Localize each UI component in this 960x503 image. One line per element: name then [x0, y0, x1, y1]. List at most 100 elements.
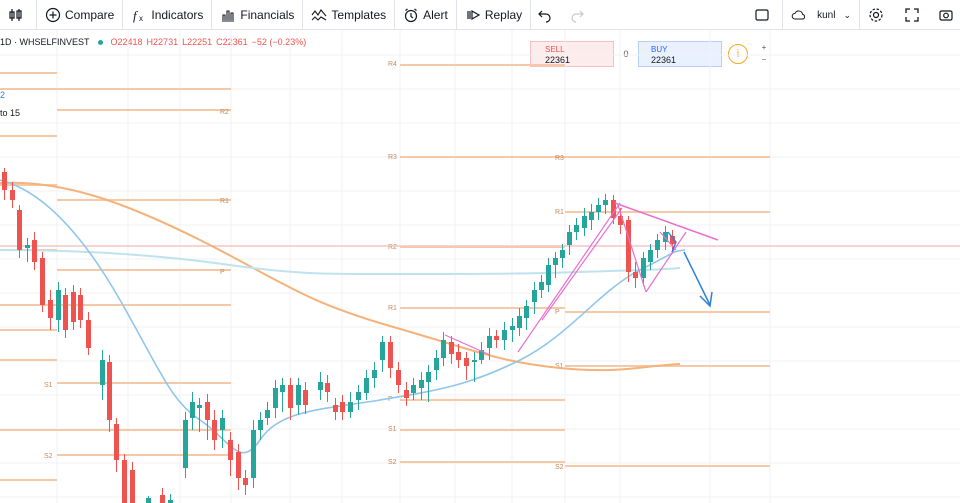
arrow-head-icon	[699, 291, 713, 308]
pivot-label: R4	[388, 61, 397, 68]
spread-value: 0	[623, 49, 629, 59]
pivot-label: S2	[555, 464, 564, 471]
candle-body	[419, 380, 424, 388]
bar-style-icon	[8, 7, 24, 23]
candle-body	[596, 205, 601, 212]
minus-icon: −	[761, 55, 767, 64]
candle-body	[114, 424, 119, 460]
pivot-label: R2	[388, 244, 397, 251]
camera-icon	[938, 7, 954, 23]
financials-button[interactable]: Financials	[212, 0, 302, 30]
pivot-label: R3	[388, 154, 397, 161]
candle-body	[372, 370, 377, 378]
pivot-label: P	[220, 269, 225, 276]
candle-body	[56, 290, 61, 320]
alert-button[interactable]: Alert	[395, 0, 456, 30]
candle-body	[32, 240, 37, 262]
undo-button[interactable]	[531, 0, 563, 30]
toolbar-right-group: kunl ⌄	[746, 0, 960, 30]
candle-body	[582, 216, 587, 228]
candle-body	[456, 352, 461, 360]
series-legend: 1D · WHSELFINVEST O22418 H22731 L22251 C…	[0, 34, 310, 50]
toolbar-divider	[122, 0, 124, 30]
templates-label: Templates	[331, 7, 387, 22]
compare-button[interactable]: Compare	[37, 0, 122, 30]
replay-icon	[465, 7, 481, 23]
toolbar-divider	[36, 0, 37, 30]
candle-body	[348, 402, 353, 412]
pivot-label: P	[555, 309, 560, 316]
bar-style-button[interactable]	[0, 0, 36, 30]
fullscreen-button[interactable]	[896, 0, 932, 30]
candle-body	[494, 336, 499, 340]
candle-body	[434, 358, 439, 370]
candle-body	[288, 385, 293, 408]
candle-body	[212, 420, 217, 440]
layout-button[interactable]	[746, 0, 782, 30]
candle-body	[464, 358, 469, 366]
candle-body	[318, 382, 323, 390]
plus-icon: +	[761, 43, 767, 52]
candle-body	[626, 220, 631, 272]
indicators-label: Indicators	[151, 7, 204, 22]
change-value: −52 (−0.23%)	[251, 37, 307, 47]
price-chart[interactable]: R4 R3 R2 R1 P S1 S2 R3 R1 P S1 S2 R2 R1 P S1 S2	[0, 30, 960, 503]
settings-button[interactable]	[860, 0, 896, 30]
candle-body	[86, 320, 91, 348]
buy-button[interactable]: BUY 22361	[638, 41, 722, 67]
candle-body	[10, 190, 15, 200]
candle-body	[100, 360, 105, 385]
candle-body	[197, 405, 202, 408]
replay-button[interactable]: Replay	[457, 0, 530, 30]
chevron-down-icon: ⌄	[843, 9, 851, 20]
candle-body	[524, 306, 529, 318]
candle-body	[517, 316, 522, 328]
candle-body	[17, 210, 22, 250]
candle-body	[670, 236, 675, 244]
redo-button[interactable]	[563, 0, 595, 30]
candle-body	[479, 350, 484, 360]
candle-body	[553, 258, 558, 265]
candle-body	[168, 500, 173, 503]
close-value: C22361	[216, 37, 248, 47]
moving-average-fast	[0, 179, 686, 454]
templates-button[interactable]: Templates	[303, 0, 394, 30]
pivot-label: S2	[44, 453, 53, 460]
candle-body	[130, 470, 135, 503]
candle-body	[441, 340, 446, 358]
candle-body	[560, 250, 565, 258]
candle-body	[40, 258, 45, 305]
candle-body	[146, 498, 151, 503]
layout-icon	[754, 7, 770, 23]
sell-button[interactable]: SELL 22361	[530, 41, 614, 67]
arrow-drawing	[667, 231, 677, 253]
trendline-drawing	[645, 231, 687, 293]
settings-icon	[868, 7, 884, 23]
pivot-label: R3	[555, 155, 564, 162]
user-menu-button[interactable]: kunl ⌄	[783, 0, 859, 30]
symbol-label[interactable]: 1D · WHSELFINVEST	[0, 37, 90, 47]
trendline-drawing	[617, 204, 647, 293]
financials-icon	[220, 7, 236, 23]
candle-body	[251, 430, 256, 478]
pivot-label: R1	[220, 198, 229, 205]
sell-price: 22361	[545, 55, 571, 65]
toolbar-divider	[530, 0, 532, 30]
open-value: O22418	[110, 37, 143, 47]
left-edge-text-b: to 15	[0, 108, 21, 118]
trendline-drawing	[517, 202, 621, 353]
candle-body	[404, 390, 409, 398]
pivot-label: R1	[388, 305, 397, 312]
candle-body	[340, 402, 345, 412]
arrow-drawing	[683, 251, 711, 306]
info-icon[interactable]: i	[728, 44, 748, 64]
candle-body	[388, 342, 393, 368]
snapshot-button[interactable]	[932, 0, 960, 30]
quantity-stepper[interactable]: + −	[758, 42, 770, 66]
toolbar-divider	[782, 0, 784, 30]
pivot-label: R1	[555, 209, 564, 216]
candle-body	[228, 440, 233, 460]
candle-body	[396, 370, 401, 385]
